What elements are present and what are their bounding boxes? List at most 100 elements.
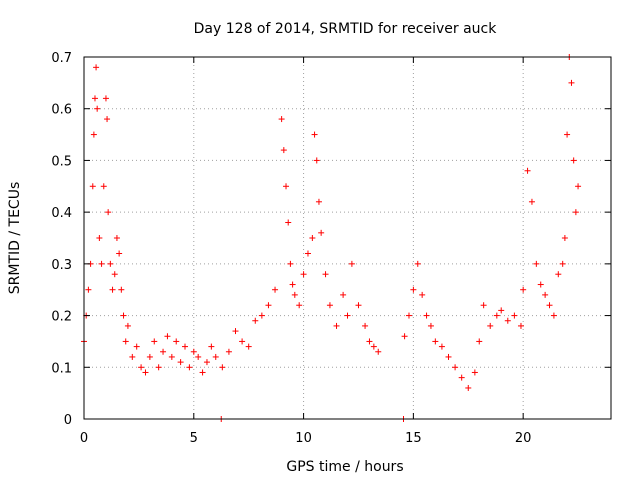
plot-frame xyxy=(83,56,612,420)
data-point xyxy=(344,312,351,319)
x-tick-label: 0 xyxy=(80,431,88,446)
x-tick-label: 10 xyxy=(295,431,312,446)
data-point xyxy=(142,369,149,376)
data-point xyxy=(405,312,412,319)
data-point xyxy=(313,157,320,164)
data-point xyxy=(480,302,487,309)
data-point xyxy=(326,302,333,309)
y-tick-label: 0.7 xyxy=(51,51,72,66)
data-point xyxy=(85,286,92,293)
data-point xyxy=(90,131,97,138)
data-point xyxy=(458,374,465,381)
data-point xyxy=(487,322,494,329)
data-point xyxy=(555,271,562,278)
data-point xyxy=(173,338,180,345)
data-point xyxy=(471,369,478,376)
x-axis-ticks: 0 5 10 15 20 xyxy=(80,57,532,446)
data-point xyxy=(102,95,109,102)
data-point xyxy=(315,198,322,205)
data-point xyxy=(511,312,518,319)
data-point xyxy=(129,353,136,360)
data-point xyxy=(401,333,408,340)
data-point xyxy=(94,105,101,112)
data-point xyxy=(348,260,355,267)
data-point xyxy=(504,317,511,324)
data-point xyxy=(239,338,246,345)
data-point xyxy=(285,219,292,226)
data-point xyxy=(410,286,417,293)
data-point xyxy=(517,322,524,329)
data-point xyxy=(280,147,287,154)
data-point xyxy=(138,364,145,371)
data-point xyxy=(476,338,483,345)
data-point xyxy=(272,286,279,293)
data-point xyxy=(318,229,325,236)
data-point xyxy=(116,250,123,257)
data-point xyxy=(120,312,127,319)
data-point xyxy=(533,260,540,267)
data-point xyxy=(168,353,175,360)
data-point xyxy=(109,286,116,293)
data-point xyxy=(151,338,158,345)
data-point xyxy=(375,348,382,355)
data-point xyxy=(93,64,100,71)
data-point xyxy=(370,343,377,350)
data-point xyxy=(524,167,531,174)
data-point xyxy=(568,79,575,86)
y-tick-label: 0.6 xyxy=(51,103,72,118)
data-point xyxy=(445,353,452,360)
data-point xyxy=(291,291,298,298)
data-point xyxy=(528,198,535,205)
data-point xyxy=(104,116,111,123)
data-point xyxy=(91,95,98,102)
data-point xyxy=(203,359,210,366)
y-tick-label: 0 xyxy=(64,413,72,428)
data-point xyxy=(575,183,582,190)
data-point xyxy=(289,281,296,288)
data-point xyxy=(124,322,131,329)
data-point xyxy=(182,343,189,350)
data-point xyxy=(133,343,140,350)
data-point xyxy=(300,271,307,278)
y-tick-label: 0.4 xyxy=(51,206,72,221)
data-point xyxy=(212,353,219,360)
data-point xyxy=(304,250,311,257)
data-point xyxy=(498,307,505,314)
y-tick-label: 0.3 xyxy=(51,258,72,273)
data-point xyxy=(309,235,316,241)
y-tick-label: 0.2 xyxy=(51,310,72,325)
data-point xyxy=(423,312,430,319)
data-points xyxy=(81,54,582,422)
data-point xyxy=(432,338,439,345)
data-point xyxy=(245,343,252,350)
data-point xyxy=(493,312,500,319)
x-tick-label: 5 xyxy=(190,431,198,446)
x-tick-label: 20 xyxy=(515,431,532,446)
data-point xyxy=(252,317,259,324)
data-point xyxy=(146,353,153,360)
data-point xyxy=(113,235,120,241)
data-point xyxy=(111,271,118,278)
data-point xyxy=(283,183,290,190)
data-point xyxy=(414,260,421,267)
data-point xyxy=(287,260,294,267)
y-tick-label: 0.1 xyxy=(51,361,72,376)
data-point xyxy=(122,338,129,345)
x-axis-label: GPS time / hours xyxy=(286,459,403,475)
data-point xyxy=(219,364,226,371)
data-point xyxy=(100,183,107,190)
data-point xyxy=(550,312,557,319)
data-point xyxy=(333,322,340,329)
y-tick-label: 0.5 xyxy=(51,154,72,169)
data-point xyxy=(155,364,162,371)
data-point xyxy=(105,209,112,216)
data-point xyxy=(118,286,125,293)
data-point xyxy=(537,281,544,288)
data-point xyxy=(195,353,202,360)
y-axis-label: SRMTID / TECUs xyxy=(7,182,23,295)
data-point xyxy=(340,291,347,298)
data-point xyxy=(355,302,362,309)
data-point xyxy=(177,359,184,366)
data-point xyxy=(160,348,167,355)
